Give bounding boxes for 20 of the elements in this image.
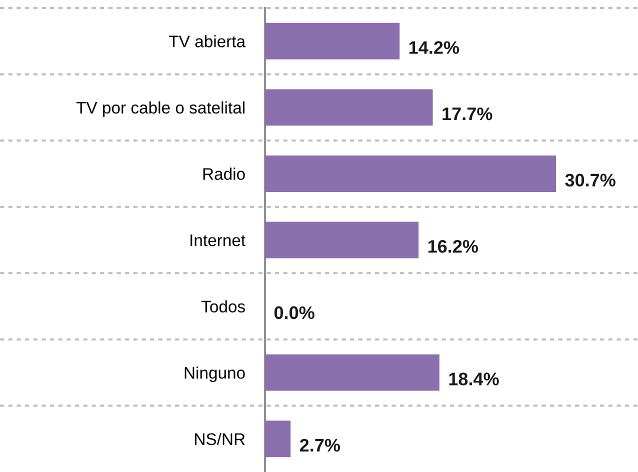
data-label: 14.2%: [409, 41, 460, 54]
data-label: 30.7%: [565, 174, 616, 187]
bar: [265, 222, 419, 258]
bar: [265, 89, 433, 126]
y-tick-label: NS/NR: [195, 432, 245, 446]
bar: [265, 22, 400, 60]
bar: [265, 155, 556, 192]
bar: [265, 354, 440, 391]
bar: [265, 420, 291, 458]
y-tick-label: TV abierta: [169, 35, 246, 48]
y-tick-label: TV por cable o satelital: [76, 101, 244, 117]
data-label: 0.0%: [274, 306, 314, 320]
y-tick-label: Radio: [203, 168, 245, 180]
y-tick-label: Todos: [201, 300, 245, 312]
data-label: 2.7%: [300, 438, 340, 452]
y-tick-label: Internet: [190, 234, 246, 246]
data-label: 16.2%: [428, 240, 478, 253]
data-label: 18.4%: [449, 372, 499, 386]
data-label: 17.7%: [442, 107, 492, 120]
y-tick-label: Ninguno: [184, 366, 245, 382]
